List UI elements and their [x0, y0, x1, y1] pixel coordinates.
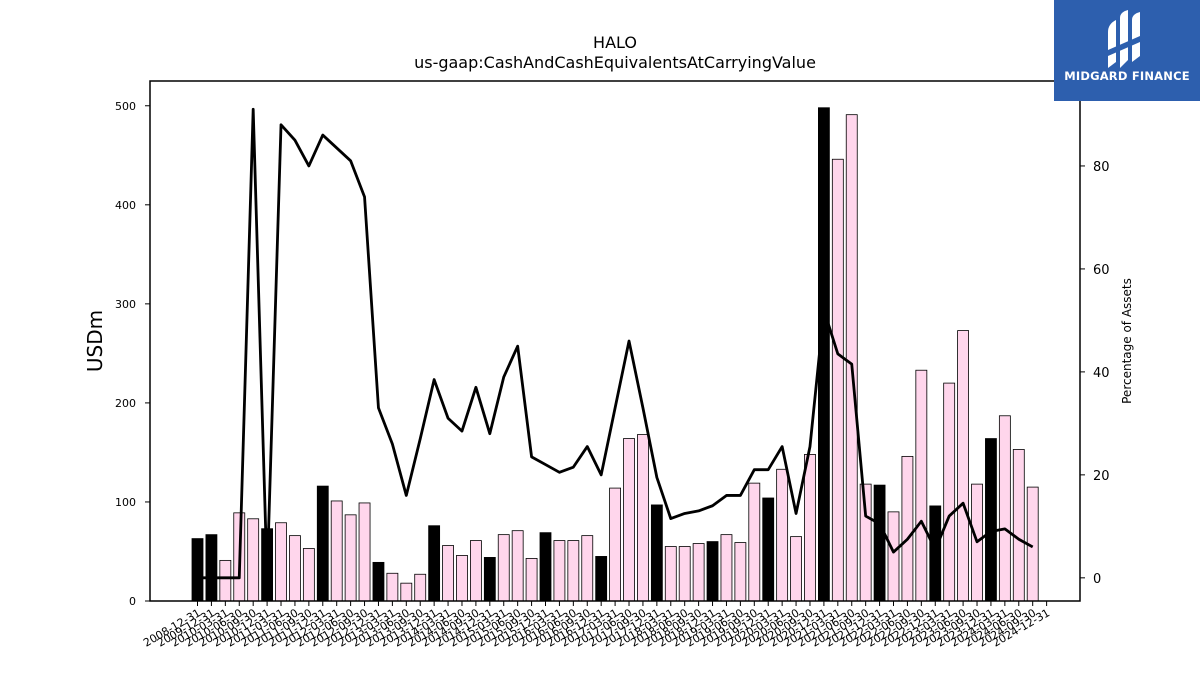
- ytick-label-400: 400: [115, 199, 136, 212]
- line-series: [197, 107, 1034, 580]
- bar-2016-09-30: [581, 535, 594, 602]
- bar-2019-09-30: [748, 482, 761, 602]
- bar-2023-06-30: [957, 330, 969, 602]
- bar-2022-12-31: [929, 505, 942, 602]
- bar-2021-12-31: [873, 484, 886, 602]
- bar-2018-03-31: [664, 546, 677, 602]
- y2tick-label-60: 60: [1093, 263, 1110, 278]
- bar-2015-06-30: [511, 530, 524, 602]
- bar-2012-09-30: [358, 502, 371, 602]
- bar-2013-03-31: [386, 572, 399, 602]
- x-axis: 2008-12-312009-12-312010-03-312010-06-30…: [141, 601, 1052, 650]
- bar-2010-09-30: [247, 518, 260, 602]
- bar-2022-06-30: [901, 455, 914, 602]
- y-axis-right: 0 20 40 60 80: [1080, 160, 1110, 587]
- bar-2012-03-31: [330, 500, 343, 602]
- bar-2018-09-30: [692, 543, 705, 602]
- y-axis-label: USDm: [83, 310, 107, 372]
- y2tick-label-20: 20: [1093, 469, 1110, 484]
- bar-2017-12-31: [650, 504, 663, 602]
- bar-2013-06-30: [400, 582, 413, 602]
- bar-2014-06-30: [456, 555, 468, 602]
- bar-2017-06-30: [623, 438, 635, 602]
- bar-2015-09-30: [525, 558, 538, 602]
- bar-2022-03-31: [887, 511, 900, 602]
- bar-series: [191, 107, 1039, 602]
- bar-2022-09-30: [915, 369, 928, 602]
- y2tick-label-80: 80: [1093, 160, 1110, 175]
- bar-2020-06-30: [790, 536, 802, 602]
- y2-axis-label: Percentage of Assets: [1120, 278, 1134, 404]
- bar-2011-06-30: [289, 535, 301, 602]
- bar-2010-03-31: [219, 559, 232, 602]
- bar-2015-03-31: [497, 534, 510, 602]
- logo-text: MIDGARD FINANCE: [1064, 69, 1190, 83]
- bar-2019-03-31: [720, 534, 733, 602]
- y-axis-left: 0 100 200 300 400 500: [115, 100, 150, 608]
- bar-2014-03-31: [442, 545, 454, 602]
- bar-2012-12-31: [372, 561, 385, 602]
- bar-2024-03-31: [998, 415, 1011, 602]
- ytick-label-100: 100: [115, 496, 136, 509]
- bar-2013-09-30: [414, 573, 427, 602]
- bar-2020-09-30: [804, 454, 816, 602]
- bar-2009-12-31: [205, 534, 218, 602]
- bar-2024-06-30: [1012, 449, 1025, 602]
- ytick-label-0: 0: [129, 595, 136, 608]
- bar-2021-03-31: [831, 158, 844, 602]
- bar-2014-09-30: [469, 540, 482, 602]
- percentage-line: [197, 107, 1034, 580]
- bar-2019-12-31: [762, 497, 775, 602]
- ytick-label-300: 300: [115, 298, 136, 311]
- midgard-finance-logo: MIDGARD FINANCE: [1054, 0, 1200, 101]
- bar-2011-03-31: [275, 522, 287, 602]
- chart-subtitle: us-gaap:CashAndCashEquivalentsAtCarrying…: [414, 53, 816, 72]
- bar-2014-12-31: [483, 557, 496, 602]
- ytick-label-200: 200: [115, 397, 136, 410]
- bar-2016-03-31: [553, 540, 566, 602]
- bar-2017-03-31: [609, 487, 621, 602]
- bar-2013-12-31: [428, 525, 441, 602]
- bar-2019-06-30: [734, 542, 747, 602]
- bar-2012-06-30: [344, 514, 357, 602]
- bar-2021-06-30: [845, 114, 858, 602]
- chart-title: HALO: [593, 33, 637, 52]
- midgard-logo-mark-icon: [1108, 10, 1140, 68]
- y2tick-label-40: 40: [1093, 366, 1110, 381]
- bar-2018-06-30: [678, 546, 691, 602]
- bar-2016-06-30: [567, 540, 580, 602]
- bar-2020-03-31: [776, 468, 789, 602]
- bar-2016-12-31: [595, 556, 608, 602]
- bar-2011-12-31: [316, 485, 329, 602]
- bar-2015-12-31: [539, 532, 552, 602]
- bar-2008-12-31: [191, 538, 204, 602]
- bar-2017-09-30: [637, 434, 649, 602]
- bar-2018-12-31: [706, 541, 719, 602]
- y2tick-label-0: 0: [1093, 572, 1101, 587]
- bar-2023-12-31: [985, 438, 997, 602]
- ytick-label-500: 500: [115, 100, 136, 113]
- bar-2023-03-31: [943, 382, 956, 602]
- bar-2011-09-30: [302, 548, 315, 602]
